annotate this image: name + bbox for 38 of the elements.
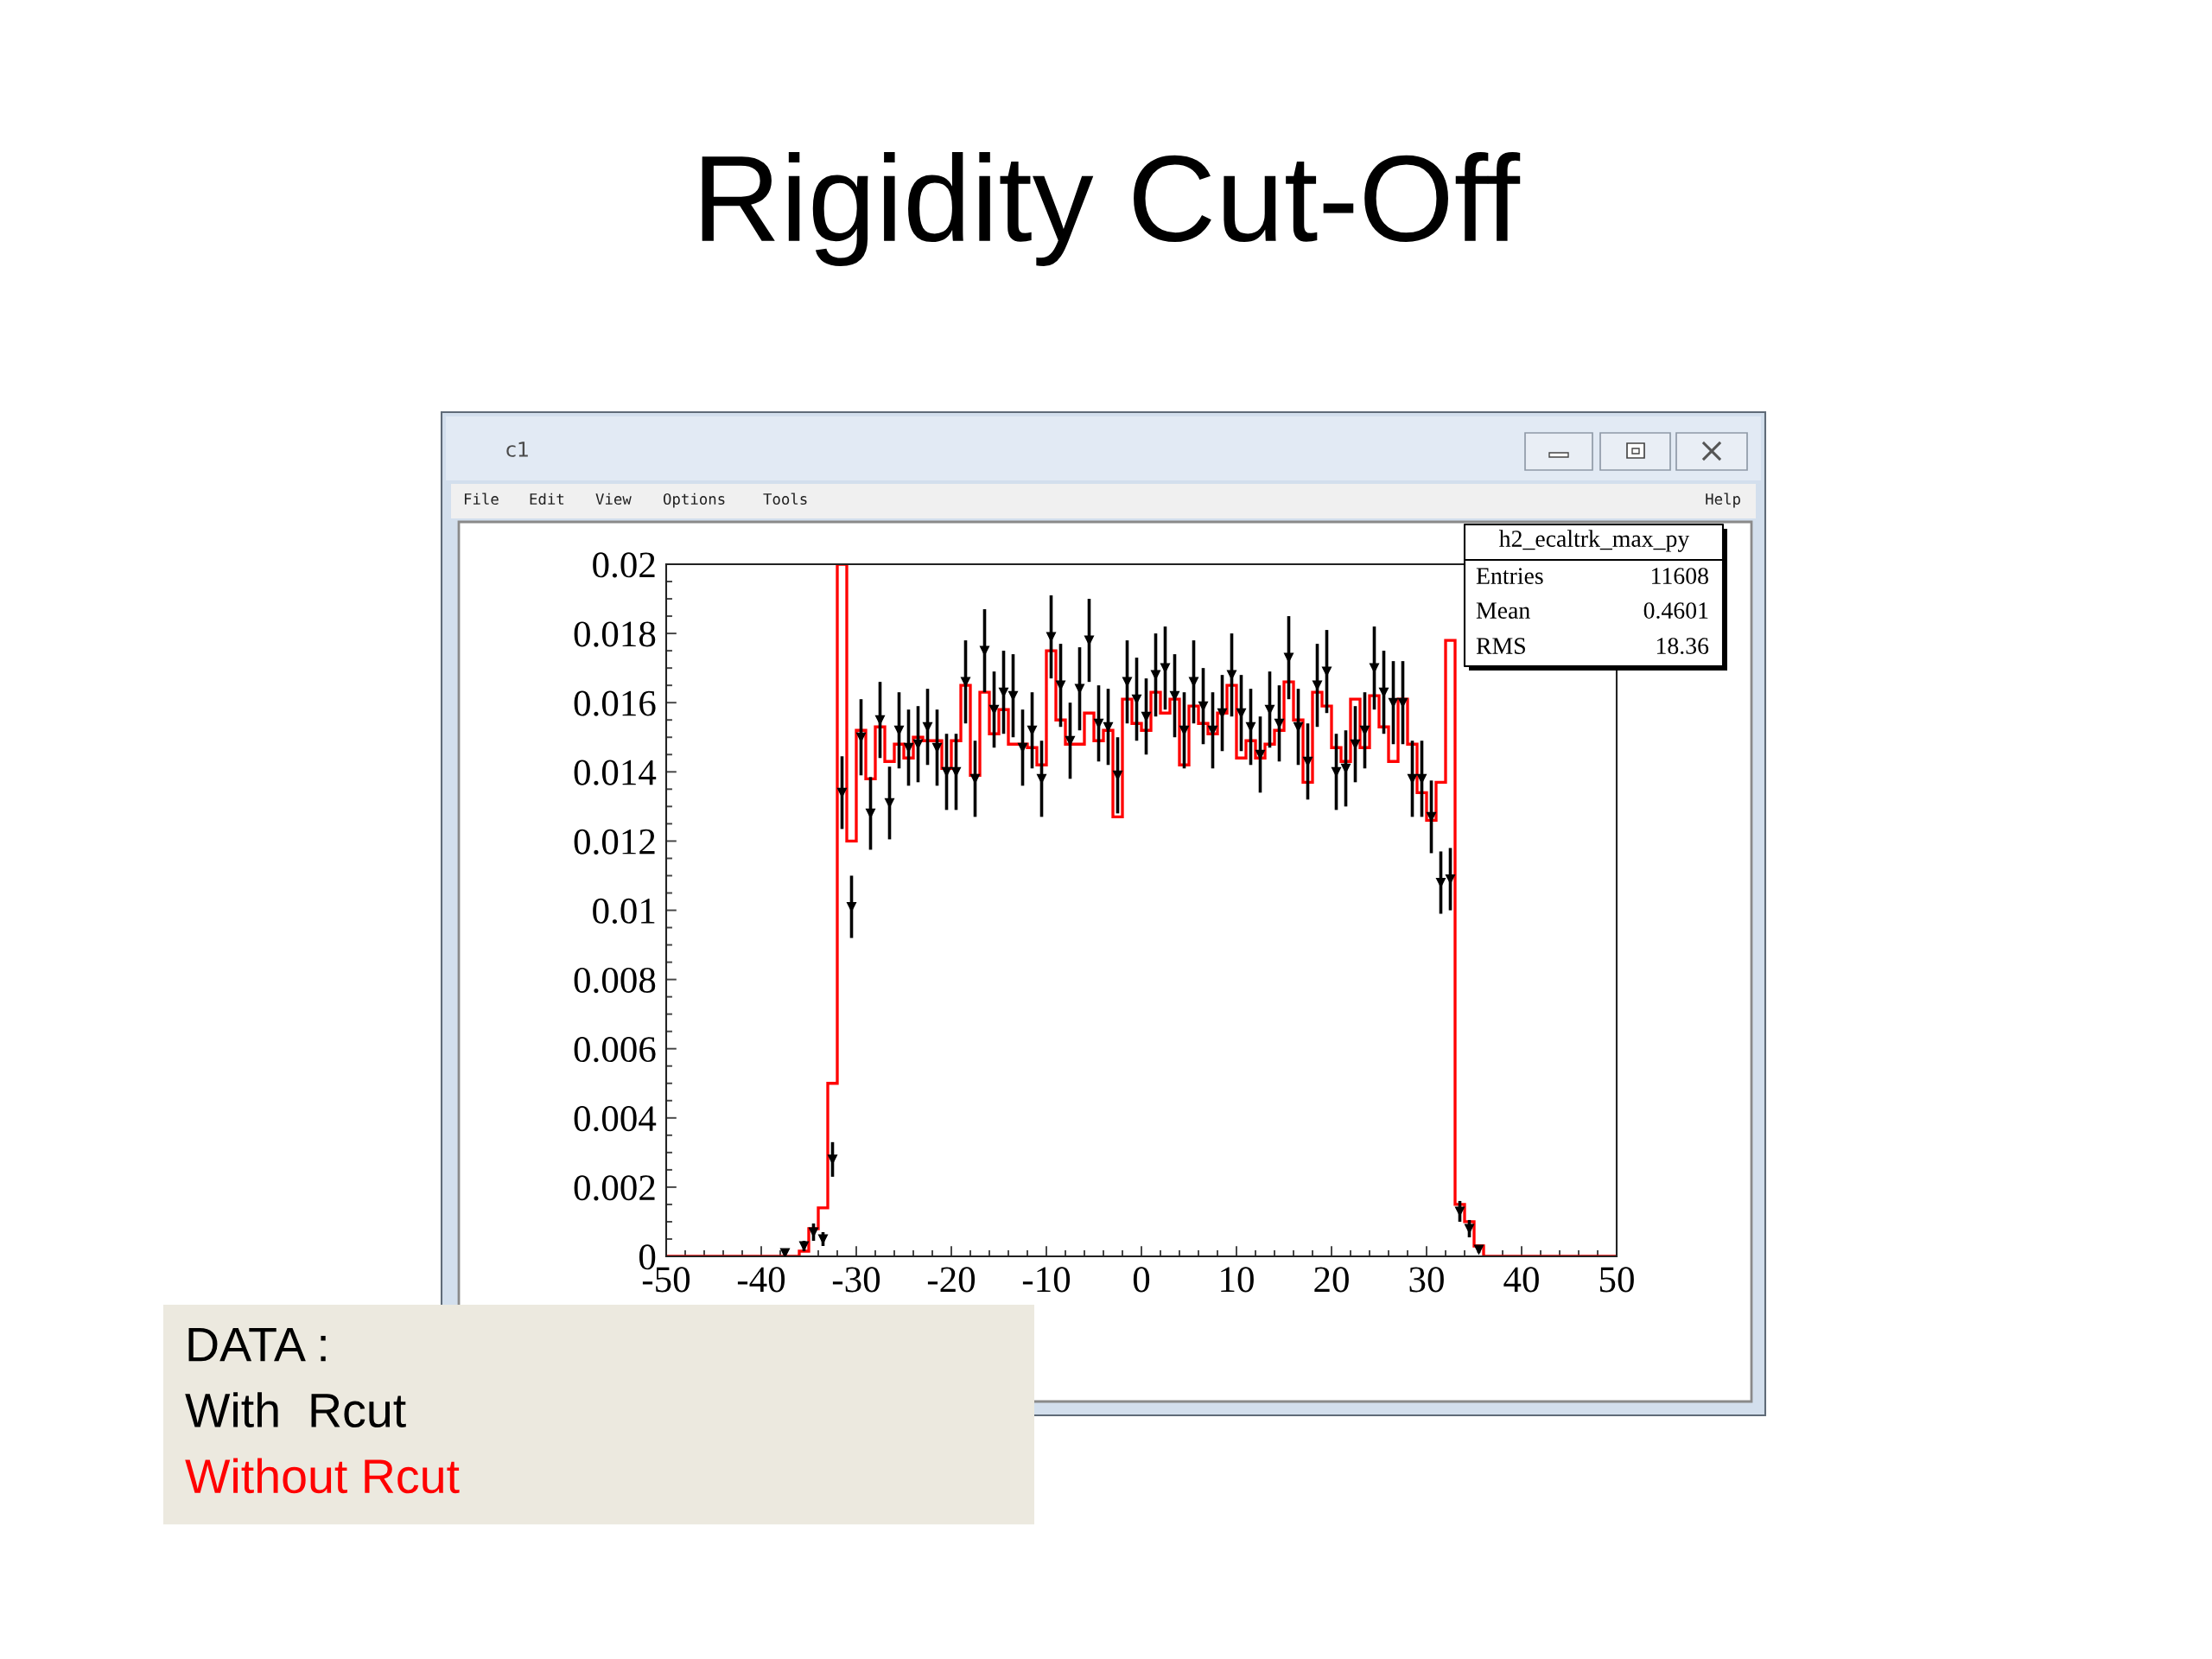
text: 18.36 bbox=[1656, 638, 1709, 655]
x-tick-label: 10 bbox=[1221, 1267, 1254, 1293]
x-tick-label: -20 bbox=[927, 1267, 976, 1293]
text: Help bbox=[1706, 493, 1740, 508]
text: 11608 bbox=[1652, 568, 1708, 584]
y-tick-label: 0.01 bbox=[593, 898, 655, 925]
y-tick-label: 0.012 bbox=[574, 829, 655, 855]
x-tick-label: 40 bbox=[1503, 1267, 1539, 1293]
x-tick-label: 20 bbox=[1314, 1267, 1349, 1293]
y-tick-label: 0.016 bbox=[574, 690, 656, 716]
x-tick-label: 30 bbox=[1409, 1267, 1444, 1293]
y-tick-label: 0.02 bbox=[593, 552, 655, 578]
y-tick-label: 0.018 bbox=[574, 621, 656, 647]
text: Tools bbox=[763, 493, 807, 505]
chart-title: Rigidity Cut-Off bbox=[702, 151, 1521, 267]
y-tick-label: 0.008 bbox=[574, 967, 656, 994]
text: c1 bbox=[506, 442, 528, 457]
x-tick-label: 0 bbox=[1133, 1267, 1150, 1293]
text: 0.4601 bbox=[1643, 602, 1708, 620]
text: h2_ecaltrk_max_py bbox=[1498, 530, 1690, 552]
x-tick-label: 50 bbox=[1599, 1267, 1634, 1293]
text: View bbox=[595, 493, 632, 505]
annotation: RMS bbox=[1476, 638, 1525, 654]
text: With Rcut bbox=[185, 1392, 406, 1428]
annotation: Mean bbox=[1476, 602, 1530, 619]
legend-title: DATA : bbox=[188, 1328, 326, 1362]
text: File bbox=[464, 493, 499, 505]
y-tick-label: 0.006 bbox=[574, 1037, 656, 1063]
x-tick-label: -30 bbox=[832, 1267, 880, 1293]
x-tick-label: -10 bbox=[1022, 1267, 1071, 1293]
y-tick-label: 0.004 bbox=[574, 1106, 657, 1132]
y-tick-label: 0.002 bbox=[574, 1175, 655, 1201]
annotation: Entries bbox=[1476, 568, 1543, 584]
x-tick-label: -40 bbox=[737, 1267, 785, 1293]
y-tick-label: 0.014 bbox=[574, 760, 657, 785]
text: Edit bbox=[530, 493, 564, 505]
text: Without Rcut bbox=[185, 1458, 460, 1494]
text: Options bbox=[663, 493, 725, 508]
